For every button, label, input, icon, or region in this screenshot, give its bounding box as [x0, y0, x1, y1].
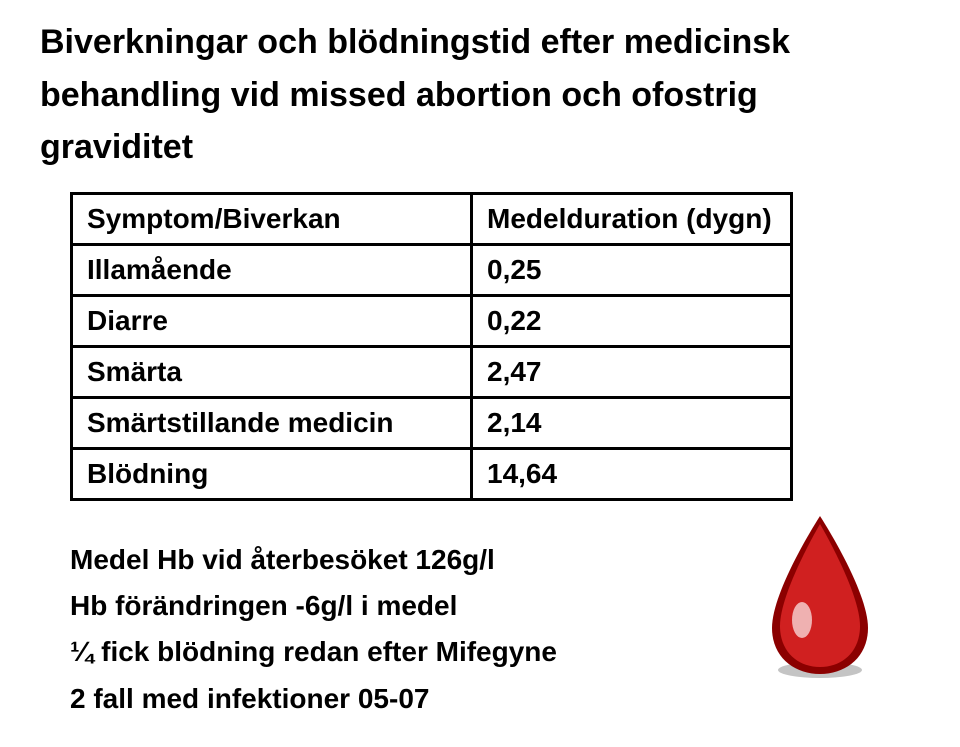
header-duration: Medelduration (dygn) [472, 194, 792, 245]
cell-value: 0,25 [472, 245, 792, 296]
cell-symptom: Diarre [72, 296, 472, 347]
table-row: Illamående 0,25 [72, 245, 792, 296]
cell-value: 2,14 [472, 398, 792, 449]
table-header-row: Symptom/Biverkan Medelduration (dygn) [72, 194, 792, 245]
title-line-1: Biverkningar och blödningstid efter medi… [40, 23, 790, 61]
title-line-2: behandling vid missed abortion och ofost… [40, 76, 758, 167]
cell-symptom: Illamående [72, 245, 472, 296]
table-row: Smärtstillande medicin 2,14 [72, 398, 792, 449]
document-page: Biverkningar och blödningstid efter medi… [0, 0, 960, 747]
table-row: Diarre 0,22 [72, 296, 792, 347]
header-symptom: Symptom/Biverkan [72, 194, 472, 245]
page-title: Biverkningar och blödningstid efter medi… [40, 16, 920, 174]
cell-symptom: Smärtstillande medicin [72, 398, 472, 449]
cell-value: 2,47 [472, 347, 792, 398]
symptom-table: Symptom/Biverkan Medelduration (dygn) Il… [70, 192, 793, 501]
note-line-4: 2 fall med infektioner 05-07 [70, 676, 920, 722]
blood-drop-icon [760, 510, 880, 680]
cell-symptom: Blödning [72, 449, 472, 500]
table-row: Smärta 2,47 [72, 347, 792, 398]
table-row: Blödning 14,64 [72, 449, 792, 500]
cell-symptom: Smärta [72, 347, 472, 398]
cell-value: 0,22 [472, 296, 792, 347]
cell-value: 14,64 [472, 449, 792, 500]
